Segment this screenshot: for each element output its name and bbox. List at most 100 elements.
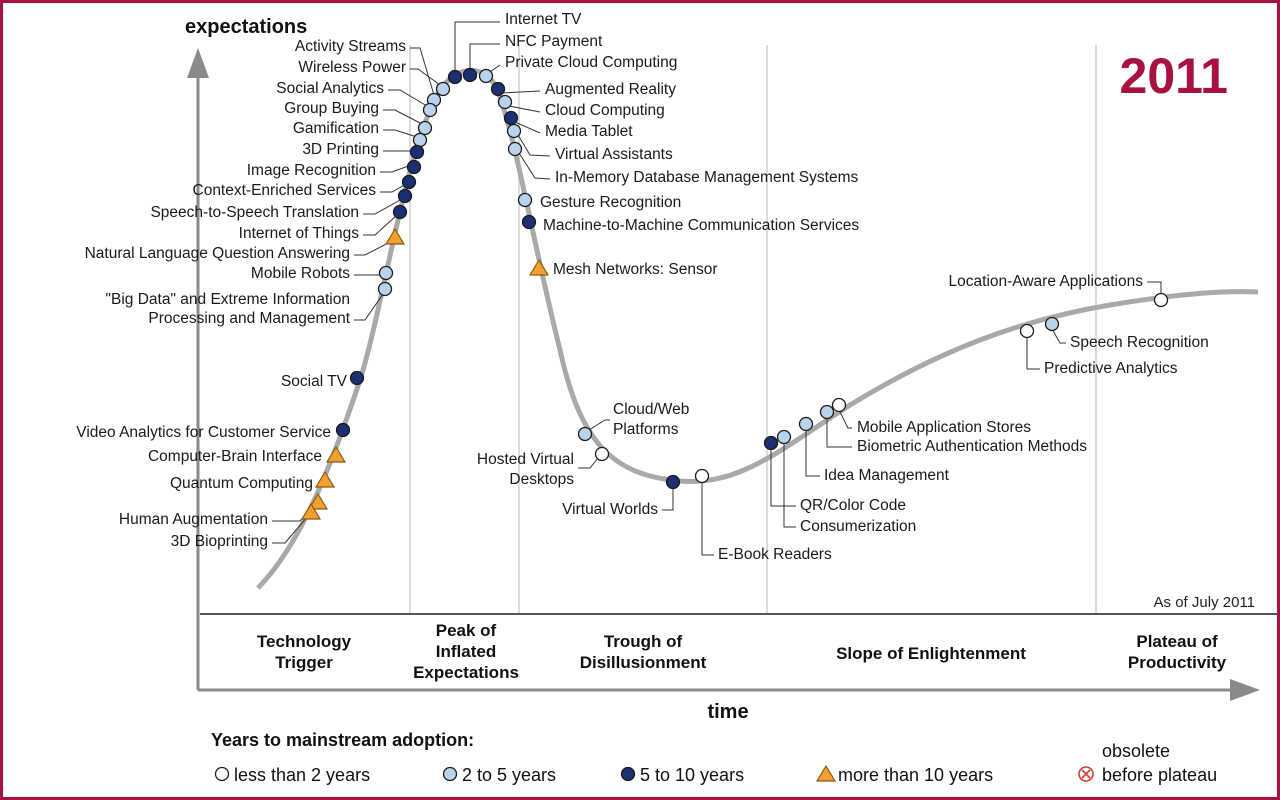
leader-line bbox=[388, 89, 428, 107]
tech-label: Media Tablet bbox=[545, 123, 633, 140]
tech-label: QR/Color Code bbox=[800, 497, 906, 514]
tech-label: Idea Management bbox=[824, 467, 950, 484]
tech-marker bbox=[776, 429, 792, 445]
leader-line bbox=[701, 481, 714, 556]
x-axis-title: time bbox=[707, 701, 748, 723]
tech-label: Virtual Worlds bbox=[562, 501, 658, 518]
tech-marker bbox=[300, 502, 322, 520]
tech-label: Gesture Recognition bbox=[540, 194, 681, 211]
tech-label: Biometric Authentication Methods bbox=[857, 438, 1087, 455]
tech-marker bbox=[307, 492, 329, 510]
legend-title: Years to mainstream adoption: bbox=[211, 730, 474, 750]
tech-label: Wireless Power bbox=[298, 59, 406, 76]
phase-label: Trough of Disillusionment bbox=[580, 632, 707, 672]
y-axis-title: expectations bbox=[185, 16, 307, 38]
leader-line bbox=[805, 429, 820, 477]
tech-marker bbox=[521, 214, 537, 230]
tech-marker bbox=[314, 470, 336, 488]
tech-marker bbox=[490, 81, 506, 97]
leader-line bbox=[272, 515, 309, 544]
leader-line bbox=[363, 214, 398, 236]
hype-curve bbox=[256, 67, 1259, 590]
leader-line bbox=[838, 409, 852, 429]
leader-line bbox=[383, 109, 423, 125]
legend-label: more than 10 years bbox=[838, 765, 993, 785]
tech-label: NFC Payment bbox=[505, 33, 603, 50]
tech-marker bbox=[819, 404, 835, 420]
leader-line bbox=[662, 487, 674, 511]
tech-marker bbox=[325, 445, 347, 463]
leader-line bbox=[383, 129, 418, 138]
tech-marker bbox=[377, 281, 393, 297]
tech-label: Predictive Analytics bbox=[1044, 360, 1178, 377]
tech-label: Human Augmentation bbox=[119, 511, 268, 528]
tech-marker bbox=[497, 94, 513, 110]
tech-label: In-Memory Database Management Systems bbox=[555, 169, 858, 186]
tech-marker bbox=[406, 159, 422, 175]
tech-marker bbox=[831, 397, 847, 413]
tech-marker bbox=[392, 204, 408, 220]
tech-label: Context-Enriched Services bbox=[193, 182, 377, 199]
leader-line bbox=[517, 134, 551, 157]
tech-marker bbox=[1044, 316, 1060, 332]
tech-label: Virtual Assistants bbox=[555, 146, 673, 163]
legend-label: obsolete before plateau bbox=[1102, 741, 1217, 785]
x-axis-arrow bbox=[1230, 679, 1260, 701]
tech-label: Natural Language Question Answering bbox=[85, 245, 350, 262]
tech-label: Augmented Reality bbox=[545, 81, 676, 98]
tech-label: Mobile Robots bbox=[251, 265, 350, 282]
leader-line bbox=[454, 21, 500, 72]
leader-line bbox=[469, 43, 500, 70]
tech-label: Computer-Brain Interface bbox=[148, 448, 322, 465]
leader-line bbox=[363, 198, 403, 215]
tech-marker bbox=[384, 227, 406, 245]
tech-marker bbox=[462, 67, 478, 83]
phase-label: Slope of Enlightenment bbox=[836, 644, 1026, 663]
tech-label: Internet TV bbox=[505, 11, 582, 28]
tech-marker bbox=[1153, 292, 1169, 308]
leader-line bbox=[514, 121, 541, 134]
y-axis-arrow bbox=[187, 48, 209, 78]
phase-label: Technology Trigger bbox=[257, 632, 352, 672]
tech-marker bbox=[665, 474, 681, 490]
leader-line bbox=[783, 442, 796, 528]
legend-label: 2 to 5 years bbox=[462, 765, 556, 785]
tech-marker bbox=[1019, 323, 1035, 339]
chart-year: 2011 bbox=[1120, 48, 1228, 104]
leader-line bbox=[770, 448, 796, 507]
tech-marker bbox=[422, 102, 438, 118]
leader-line bbox=[380, 164, 412, 173]
tech-label: Image Recognition bbox=[247, 162, 376, 179]
tech-label: Social Analytics bbox=[276, 80, 384, 97]
tech-label: Video Analytics for Customer Service bbox=[76, 424, 331, 441]
leader-line bbox=[380, 183, 407, 193]
leader-line bbox=[1026, 336, 1040, 370]
tech-marker bbox=[507, 141, 523, 157]
tech-marker bbox=[506, 123, 522, 139]
tech-label: Speech Recognition bbox=[1070, 334, 1209, 351]
tech-marker bbox=[594, 446, 610, 462]
leader-line bbox=[501, 90, 541, 94]
leader-line bbox=[489, 64, 501, 73]
tech-label: 3D Bioprinting bbox=[171, 533, 268, 550]
tech-marker bbox=[401, 174, 417, 190]
tech-marker bbox=[447, 69, 463, 85]
tech-label: Group Buying bbox=[284, 100, 379, 117]
tech-marker bbox=[409, 144, 425, 160]
tech-marker bbox=[798, 416, 814, 432]
leader-line bbox=[1051, 328, 1066, 344]
tech-label: Hosted Virtual Desktops bbox=[477, 451, 574, 488]
tech-marker bbox=[694, 468, 710, 484]
tech-label: Internet of Things bbox=[239, 225, 360, 242]
tech-label: Cloud Computing bbox=[545, 102, 665, 119]
tech-label: Quantum Computing bbox=[170, 475, 313, 492]
tech-marker bbox=[417, 120, 433, 136]
tech-marker bbox=[378, 265, 394, 281]
tech-marker bbox=[528, 258, 550, 276]
leader-line bbox=[518, 152, 551, 180]
tech-label: Location-Aware Applications bbox=[949, 273, 1144, 290]
tech-label: Consumerization bbox=[800, 518, 916, 535]
legend-marker bbox=[815, 764, 837, 782]
leader-line bbox=[354, 293, 384, 321]
